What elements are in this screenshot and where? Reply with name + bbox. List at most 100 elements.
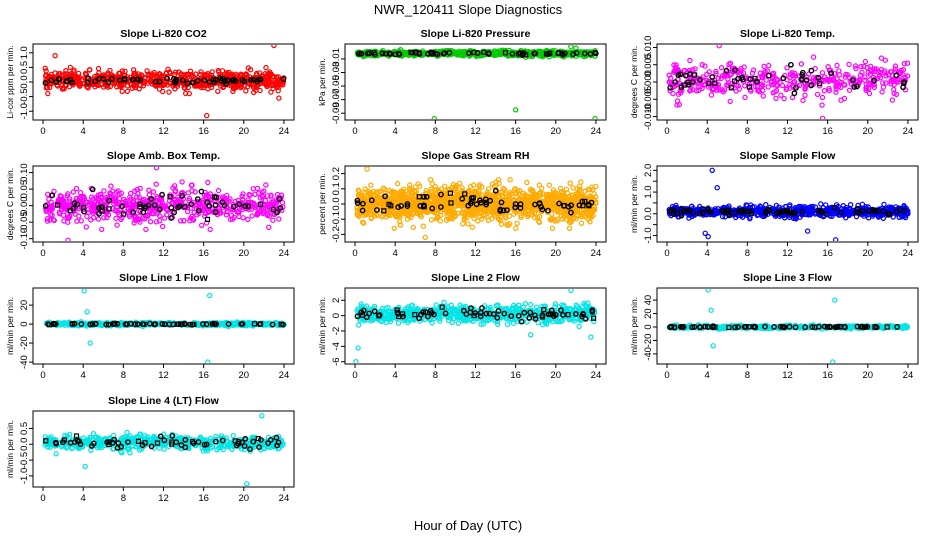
data-point — [728, 99, 732, 103]
data-point — [774, 96, 778, 100]
data-point — [568, 226, 572, 230]
y-axis: -1.00.01.02.0 — [643, 164, 657, 244]
data-point — [102, 189, 106, 193]
data-point — [84, 225, 88, 229]
x-tick-label: 4 — [393, 248, 398, 259]
data-point — [764, 78, 768, 82]
outlier-point — [706, 235, 710, 239]
data-point — [822, 89, 826, 93]
data-point — [269, 90, 273, 94]
x-tick-label: 12 — [158, 248, 169, 259]
data-point — [147, 188, 151, 192]
data-point — [79, 219, 83, 223]
data-point — [743, 95, 747, 99]
data-point — [550, 226, 554, 230]
y-tick-label: 0.10 — [19, 163, 30, 182]
data-point — [775, 77, 779, 81]
x-tick-label: 16 — [510, 248, 521, 259]
x-tick-label: 4 — [393, 126, 398, 137]
reference-point — [688, 72, 692, 76]
x-tick-label: 16 — [822, 126, 833, 137]
data-point — [167, 90, 171, 94]
data-point — [392, 226, 396, 230]
data-point — [860, 202, 864, 206]
outlier-point — [514, 108, 518, 112]
data-point — [109, 184, 113, 188]
reference-point — [710, 75, 714, 79]
x-tick-label: 24 — [903, 126, 914, 137]
data-point — [767, 64, 771, 68]
data-point — [835, 63, 839, 67]
reference-point — [901, 85, 905, 89]
data-point — [186, 191, 190, 195]
y-tick-label: 0.0 — [643, 207, 654, 220]
reference-point — [789, 63, 793, 67]
data-point — [66, 220, 70, 224]
y-axis-title: Li-cor ppm per min. — [5, 45, 15, 118]
x-tick-label: 12 — [470, 248, 481, 259]
y-axis-title: degrees C per min. — [5, 168, 15, 240]
x-tick-label: 4 — [81, 126, 86, 137]
data-point — [267, 225, 271, 229]
y-axis-title: percent per min. — [317, 173, 327, 234]
y-tick-label: 0.2 — [331, 167, 342, 180]
y-tick-label: 0.1 — [331, 182, 342, 195]
data-point — [161, 89, 165, 93]
y-axis-title: degrees C per min. — [629, 46, 639, 118]
data-point — [879, 56, 883, 60]
reference-point — [199, 189, 203, 193]
x-tick-label: 4 — [705, 126, 710, 137]
data-point — [882, 202, 886, 206]
outlier-point — [569, 45, 573, 49]
data-point — [75, 219, 79, 223]
data-point — [525, 180, 529, 184]
data-point — [144, 227, 148, 231]
data-point — [154, 182, 158, 186]
data-points — [667, 44, 910, 121]
x-tick-label: 8 — [121, 248, 126, 259]
outlier-point — [834, 238, 838, 242]
data-point — [720, 66, 724, 70]
reference-point — [809, 68, 813, 72]
data-point — [820, 71, 824, 75]
data-point — [421, 224, 425, 228]
reference-point — [169, 216, 173, 220]
data-point — [780, 83, 784, 87]
x-tick-label: 4 — [705, 248, 710, 259]
data-point — [762, 64, 766, 68]
data-point — [149, 220, 153, 224]
outlier-point — [710, 168, 714, 172]
data-point — [96, 217, 100, 221]
data-point — [476, 219, 480, 223]
data-point — [812, 55, 816, 59]
reference-point — [86, 76, 90, 80]
x-tick-label: 4 — [81, 248, 86, 259]
data-point — [277, 217, 281, 221]
y-axis: -0.10-0.050.000.050.10 — [19, 163, 33, 249]
data-point — [216, 189, 220, 193]
x-tick-label: 8 — [433, 248, 438, 259]
data-point — [429, 218, 433, 222]
data-point — [688, 58, 692, 62]
data-point — [743, 84, 747, 88]
data-point — [508, 178, 512, 182]
y-axis: -1.0-0.50.00.51.0 — [19, 46, 33, 119]
panel-title: Slope Li-820 Temp. — [740, 28, 835, 40]
data-point — [85, 214, 89, 218]
data-point — [244, 89, 248, 93]
x-tick-label: 8 — [745, 126, 750, 137]
reference-point — [160, 193, 164, 197]
data-point — [250, 214, 254, 218]
y-tick-label: -0.1 — [331, 211, 342, 227]
reference-point — [207, 204, 211, 208]
data-point — [579, 221, 583, 225]
y-axis-title: kPa per min. — [317, 58, 327, 106]
data-point — [671, 92, 675, 96]
data-point — [779, 93, 783, 97]
data-point — [880, 90, 884, 94]
reference-point — [747, 85, 751, 89]
